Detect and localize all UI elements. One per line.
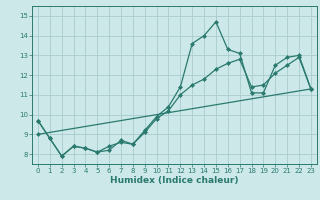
- X-axis label: Humidex (Indice chaleur): Humidex (Indice chaleur): [110, 176, 239, 185]
